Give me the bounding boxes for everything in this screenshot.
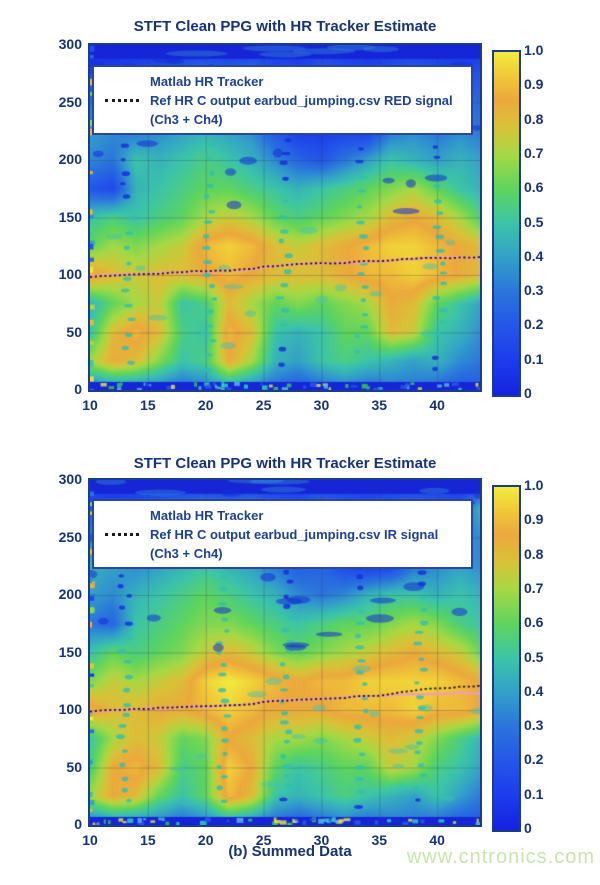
- chart1-legend-row-ref: Ref HR C output earbud_jumping.csv RED s…: [94, 91, 471, 110]
- chart2-legend: Matlab HR Tracker Ref HR C output earbud…: [92, 499, 473, 569]
- y-tick-label: 50: [66, 323, 82, 340]
- figure-caption: (b) Summed Data: [228, 843, 352, 860]
- dotted-line-sample: [94, 99, 150, 102]
- colorbar-tick-label: 1.0: [524, 477, 544, 493]
- dotted-line-sample: [94, 533, 150, 536]
- colorbar-tick-label: 1.0: [524, 42, 544, 58]
- x-tick-label: 10: [82, 832, 98, 848]
- chart2-legend-row-ref2: (Ch3 + Ch4): [94, 544, 471, 563]
- colorbar-tick-label: 0.4: [524, 682, 544, 699]
- chart1-legend-label-tracker: Matlab HR Tracker: [150, 74, 264, 89]
- colorbar-tick-label: 0: [524, 820, 532, 836]
- colorbar-tick-label: 0.8: [524, 545, 544, 562]
- colorbar-tick-label: 0.8: [524, 110, 544, 127]
- colorbar-tick-label: 0.5: [524, 213, 544, 230]
- y-tick-label: 0: [74, 816, 82, 832]
- x-tick-label: 35: [371, 832, 388, 848]
- chart1-legend: Matlab HR Tracker Ref HR C output earbud…: [92, 65, 473, 135]
- pink-line-sample: [94, 514, 150, 518]
- x-tick-label: 30: [313, 397, 330, 413]
- dotted-line-icon: [105, 99, 139, 102]
- y-tick-label: 50: [66, 758, 82, 775]
- colorbar-tick-label: 0.7: [524, 579, 544, 596]
- chart2-legend-label-ref2: (Ch3 + Ch4): [150, 546, 223, 561]
- x-tick-label: 15: [140, 397, 156, 413]
- chart2-colorbar: [492, 485, 521, 832]
- y-tick-label: 300: [58, 36, 82, 52]
- colorbar-tick-label: 0.3: [524, 282, 544, 299]
- dotted-line-icon: [105, 533, 139, 536]
- chart1-colorbar: [492, 50, 521, 397]
- pink-line-icon: [107, 80, 137, 84]
- colorbar-tick-label: 0.2: [524, 751, 544, 768]
- watermark: www.cntronics.com: [406, 846, 595, 868]
- y-tick-label: 150: [58, 208, 82, 225]
- colorbar-tick-label: 0.4: [524, 247, 544, 264]
- x-tick-label: 35: [371, 397, 388, 413]
- pink-line-sample: [94, 80, 150, 84]
- y-tick-label: 250: [58, 528, 82, 545]
- chart1-legend-label-ref2: (Ch3 + Ch4): [150, 112, 223, 127]
- y-tick-label: 200: [58, 151, 82, 167]
- colorbar-tick-label: 0.6: [524, 179, 544, 196]
- y-tick-label: 250: [58, 93, 82, 110]
- y-tick-label: 0: [74, 381, 82, 397]
- colorbar-tick-label: 0.2: [524, 316, 544, 333]
- colorbar-tick-label: 0.9: [524, 76, 544, 93]
- y-tick-label: 100: [58, 701, 82, 717]
- colorbar-tick-label: 0.9: [524, 511, 544, 528]
- chart1-legend-label-ref: Ref HR C output earbud_jumping.csv RED s…: [150, 93, 453, 108]
- colorbar-tick-label: 0.6: [524, 614, 544, 631]
- colorbar-tick-label: 0.7: [524, 144, 544, 161]
- x-tick-label: 40: [429, 832, 445, 848]
- y-tick-label: 300: [58, 471, 82, 487]
- x-tick-label: 15: [140, 832, 156, 848]
- x-tick-label: 10: [82, 397, 98, 413]
- x-tick-label: 30: [313, 832, 330, 848]
- chart2-legend-label-ref: Ref HR C output earbud_jumping.csv IR si…: [150, 527, 439, 542]
- chart1-legend-row-ref2: (Ch3 + Ch4): [94, 110, 471, 129]
- chart1-legend-row-tracker: Matlab HR Tracker: [94, 72, 471, 91]
- x-tick-label: 40: [429, 397, 445, 413]
- chart2-legend-label-tracker: Matlab HR Tracker: [150, 508, 264, 523]
- x-tick-label: 20: [197, 832, 214, 848]
- chart1-title: STFT Clean PPG with HR Tracker Estimate: [133, 18, 437, 35]
- colorbar-tick-label: 0.1: [524, 350, 544, 367]
- x-tick-label: 20: [197, 397, 214, 413]
- x-tick-label: 25: [255, 832, 272, 848]
- colorbar-tick-label: 0.1: [524, 785, 544, 802]
- colorbar-tick-label: 0.3: [524, 717, 544, 734]
- chart2-title: STFT Clean PPG with HR Tracker Estimate: [133, 455, 437, 472]
- pink-line-icon: [107, 514, 137, 518]
- y-tick-label: 200: [58, 586, 82, 602]
- colorbar-tick-label: 0.5: [524, 648, 544, 665]
- y-tick-label: 100: [58, 266, 82, 282]
- y-tick-label: 150: [58, 643, 82, 660]
- chart2-legend-row-ref: Ref HR C output earbud_jumping.csv IR si…: [94, 525, 471, 544]
- chart2-legend-row-tracker: Matlab HR Tracker: [94, 506, 471, 525]
- x-tick-label: 25: [255, 397, 272, 413]
- colorbar-tick-label: 0: [524, 385, 532, 401]
